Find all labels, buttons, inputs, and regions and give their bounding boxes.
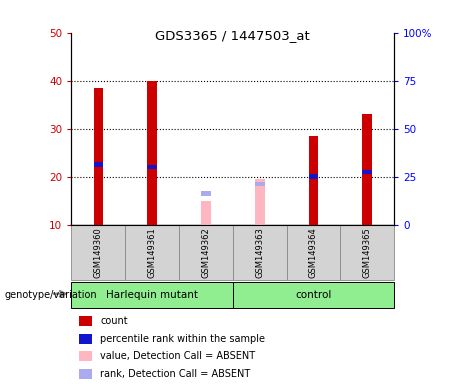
Bar	[309, 174, 318, 179]
Text: Harlequin mutant: Harlequin mutant	[106, 290, 198, 300]
Text: control: control	[296, 290, 331, 300]
Bar	[201, 201, 211, 225]
Bar	[201, 191, 211, 195]
Bar	[362, 114, 372, 225]
Bar	[71, 282, 233, 308]
Bar	[79, 369, 92, 379]
Text: GDS3365 / 1447503_at: GDS3365 / 1447503_at	[155, 29, 310, 42]
Text: GSM149363: GSM149363	[255, 227, 264, 278]
Bar	[79, 334, 92, 344]
Text: genotype/variation: genotype/variation	[5, 290, 97, 300]
Text: GSM149362: GSM149362	[201, 227, 210, 278]
Text: GSM149361: GSM149361	[148, 227, 157, 278]
Bar	[287, 225, 340, 280]
Bar	[148, 81, 157, 225]
Bar	[179, 225, 233, 280]
Bar	[255, 182, 265, 186]
Text: GSM149360: GSM149360	[94, 227, 103, 278]
Bar	[94, 162, 103, 167]
Bar	[340, 225, 394, 280]
Bar	[255, 179, 265, 225]
Bar	[79, 316, 92, 326]
Text: GSM149365: GSM149365	[363, 227, 372, 278]
Bar	[71, 225, 125, 280]
Bar	[125, 225, 179, 280]
Text: value, Detection Call = ABSENT: value, Detection Call = ABSENT	[100, 351, 255, 361]
Bar	[362, 170, 372, 174]
Text: count: count	[100, 316, 128, 326]
Text: GSM149364: GSM149364	[309, 227, 318, 278]
Bar	[148, 165, 157, 169]
Text: percentile rank within the sample: percentile rank within the sample	[100, 334, 266, 344]
Bar	[233, 225, 287, 280]
Bar	[94, 88, 103, 225]
Bar	[233, 282, 394, 308]
Text: rank, Detection Call = ABSENT: rank, Detection Call = ABSENT	[100, 369, 251, 379]
Bar	[309, 136, 318, 225]
Bar	[79, 351, 92, 361]
